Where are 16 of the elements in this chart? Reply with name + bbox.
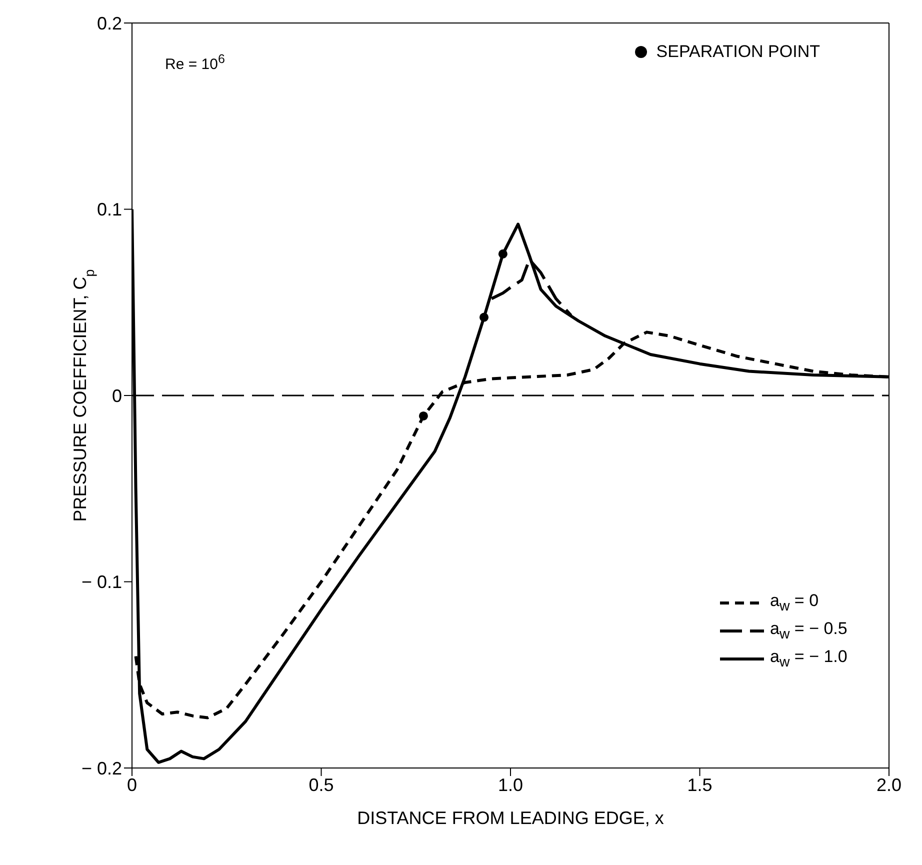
legend-label: a$_{w}$ = − 0.5 [770,619,848,643]
y-tick-label: 0 [112,386,122,406]
x-tick-label: 2.0 [876,774,902,795]
annotation: Re = 10$^{6}$ [165,52,225,73]
y-tick-label: − 0.2 [81,758,122,778]
legend-label: a$_{w}$ = − 1.0 [770,647,848,671]
x-tick-label: 1.5 [687,774,712,795]
x-tick-label: 1.0 [498,774,524,795]
y-tick-label: 0.1 [96,200,122,220]
y-tick-label: − 0.1 [81,572,122,592]
y-tick-label: 0.2 [96,13,122,34]
x-tick-label: 0.5 [308,774,334,795]
legend-label: a$_{w}$ = 0 [770,591,820,615]
x-axis-title: DISTANCE FROM LEADING EDGE, x [357,808,664,828]
legend-label: SEPARATION POINT [656,42,820,62]
x-tick-label: 0 [126,774,138,795]
